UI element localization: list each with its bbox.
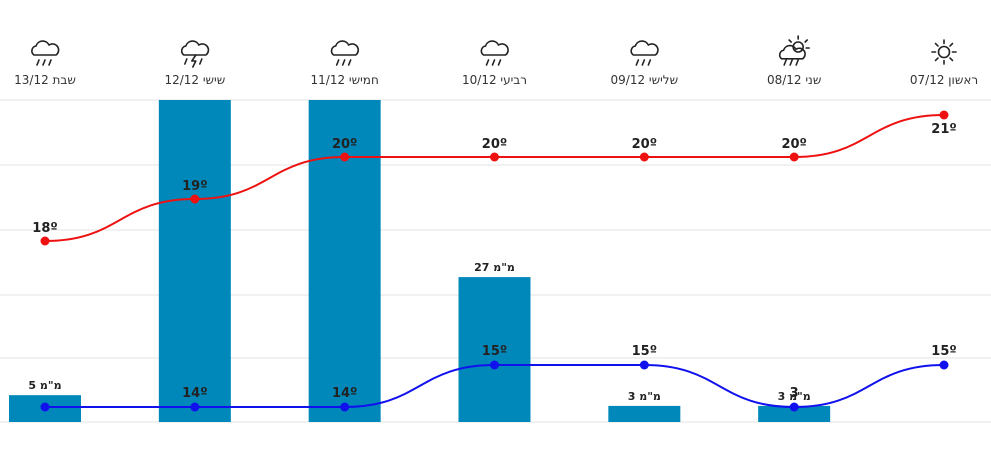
max-temp-point — [190, 194, 200, 204]
min-temp-point — [490, 360, 499, 370]
sun-ray — [934, 42, 939, 47]
day-label: שבת 13/12 — [14, 73, 76, 87]
cloud-shape — [778, 44, 806, 60]
rain-drop — [42, 59, 46, 66]
max-temp-label: 20º — [632, 137, 657, 152]
rain-icon — [480, 40, 509, 66]
min-temp-point — [939, 360, 949, 370]
sun-ray — [934, 57, 939, 62]
rain-bars — [9, 100, 831, 422]
rain-bar — [758, 405, 831, 422]
rain-drop — [641, 59, 646, 66]
max-temp-series — [40, 110, 949, 246]
rain-label: 5 מ"מ — [28, 379, 61, 392]
max-temp-label: 19º — [182, 179, 207, 194]
rain-drop — [795, 59, 799, 66]
rain-drop — [199, 58, 203, 65]
day-label: ראשון 07/12 — [910, 73, 978, 87]
rain-drop — [789, 59, 793, 66]
min-temp-point — [639, 360, 649, 370]
rain-drop — [485, 59, 490, 66]
min-temp-point — [340, 402, 350, 412]
day-label: שישי 12/12 — [164, 73, 225, 87]
day-label: חמישי 11/12 — [311, 73, 379, 87]
rain-drop — [635, 59, 640, 66]
min-temp-label: 3 — [790, 386, 799, 401]
rain-label: 3 מ"מ — [778, 390, 811, 403]
min-temp-point — [789, 402, 799, 412]
rain-drop — [335, 59, 340, 66]
day-label: שלישי 09/12 — [611, 73, 679, 87]
sun-ray — [949, 42, 954, 47]
max-temp-label: 20º — [482, 137, 507, 152]
cloud-shape — [330, 40, 360, 56]
min-temp-point — [190, 402, 200, 412]
max-temp-point — [490, 152, 499, 162]
rain-label: 3 מ"מ — [628, 390, 661, 403]
cloud-shape — [31, 40, 60, 56]
max-temp-point — [40, 236, 50, 246]
min-temp-label: 15º — [931, 344, 956, 359]
rain-drop — [48, 59, 52, 66]
min-temp-label: 14º — [182, 386, 207, 401]
max-temp-point — [340, 152, 350, 162]
rain-drop — [497, 59, 502, 66]
min-temp-label: 15º — [482, 344, 507, 359]
sun-icon — [931, 39, 957, 65]
cloud-shape — [180, 40, 210, 56]
day-label: רביעי 10/12 — [462, 73, 527, 87]
max-temp-label: 18º — [32, 221, 57, 236]
sun-ray — [804, 39, 808, 43]
rain-label: 27 מ"מ — [474, 261, 515, 274]
max-temp-label: 20º — [781, 137, 806, 152]
rain-drop — [491, 59, 496, 66]
rain-drop — [36, 59, 40, 66]
min-temp-point — [40, 402, 50, 412]
rain-drop — [184, 58, 188, 65]
min-temp-label: 14º — [332, 386, 357, 401]
lightning-bolt — [191, 54, 197, 68]
rain-bar — [458, 277, 531, 422]
sun-ray — [788, 39, 792, 43]
rain-bar — [158, 100, 231, 422]
day-label: שני 08/12 — [767, 73, 821, 87]
thunderstorm-icon — [180, 40, 210, 68]
min-temp-label: 15º — [632, 344, 657, 359]
rain-drop — [647, 59, 652, 66]
max-temp-label: 20º — [332, 137, 357, 152]
rain-bar — [608, 405, 681, 422]
rain-icon — [630, 40, 659, 66]
day-header: ראשון 07/12 שני 08/12 שלישי 09/12 רביעי 10/… — [14, 35, 978, 87]
cloud-shape — [480, 40, 509, 56]
rain-drop — [347, 59, 352, 66]
rain-drop — [341, 59, 346, 66]
max-temp-point — [939, 110, 949, 120]
rain-icon — [330, 40, 360, 66]
rain-icon — [31, 40, 60, 66]
partly-cloudy-rain-icon — [778, 35, 810, 66]
min-temp-series — [40, 360, 949, 412]
max-temp-point — [789, 152, 799, 162]
sun-core — [937, 45, 951, 59]
cloud-shape — [630, 40, 659, 56]
data-labels: 21º 20º 20º 20º 20º 19º 18º 15º 3 15º 15º 14º 14º 3 מ… — [28, 122, 956, 403]
rain-drop — [783, 59, 787, 66]
max-temp-label: 21º — [931, 122, 956, 137]
max-temp-point — [639, 152, 649, 162]
sun-ray — [949, 57, 954, 62]
